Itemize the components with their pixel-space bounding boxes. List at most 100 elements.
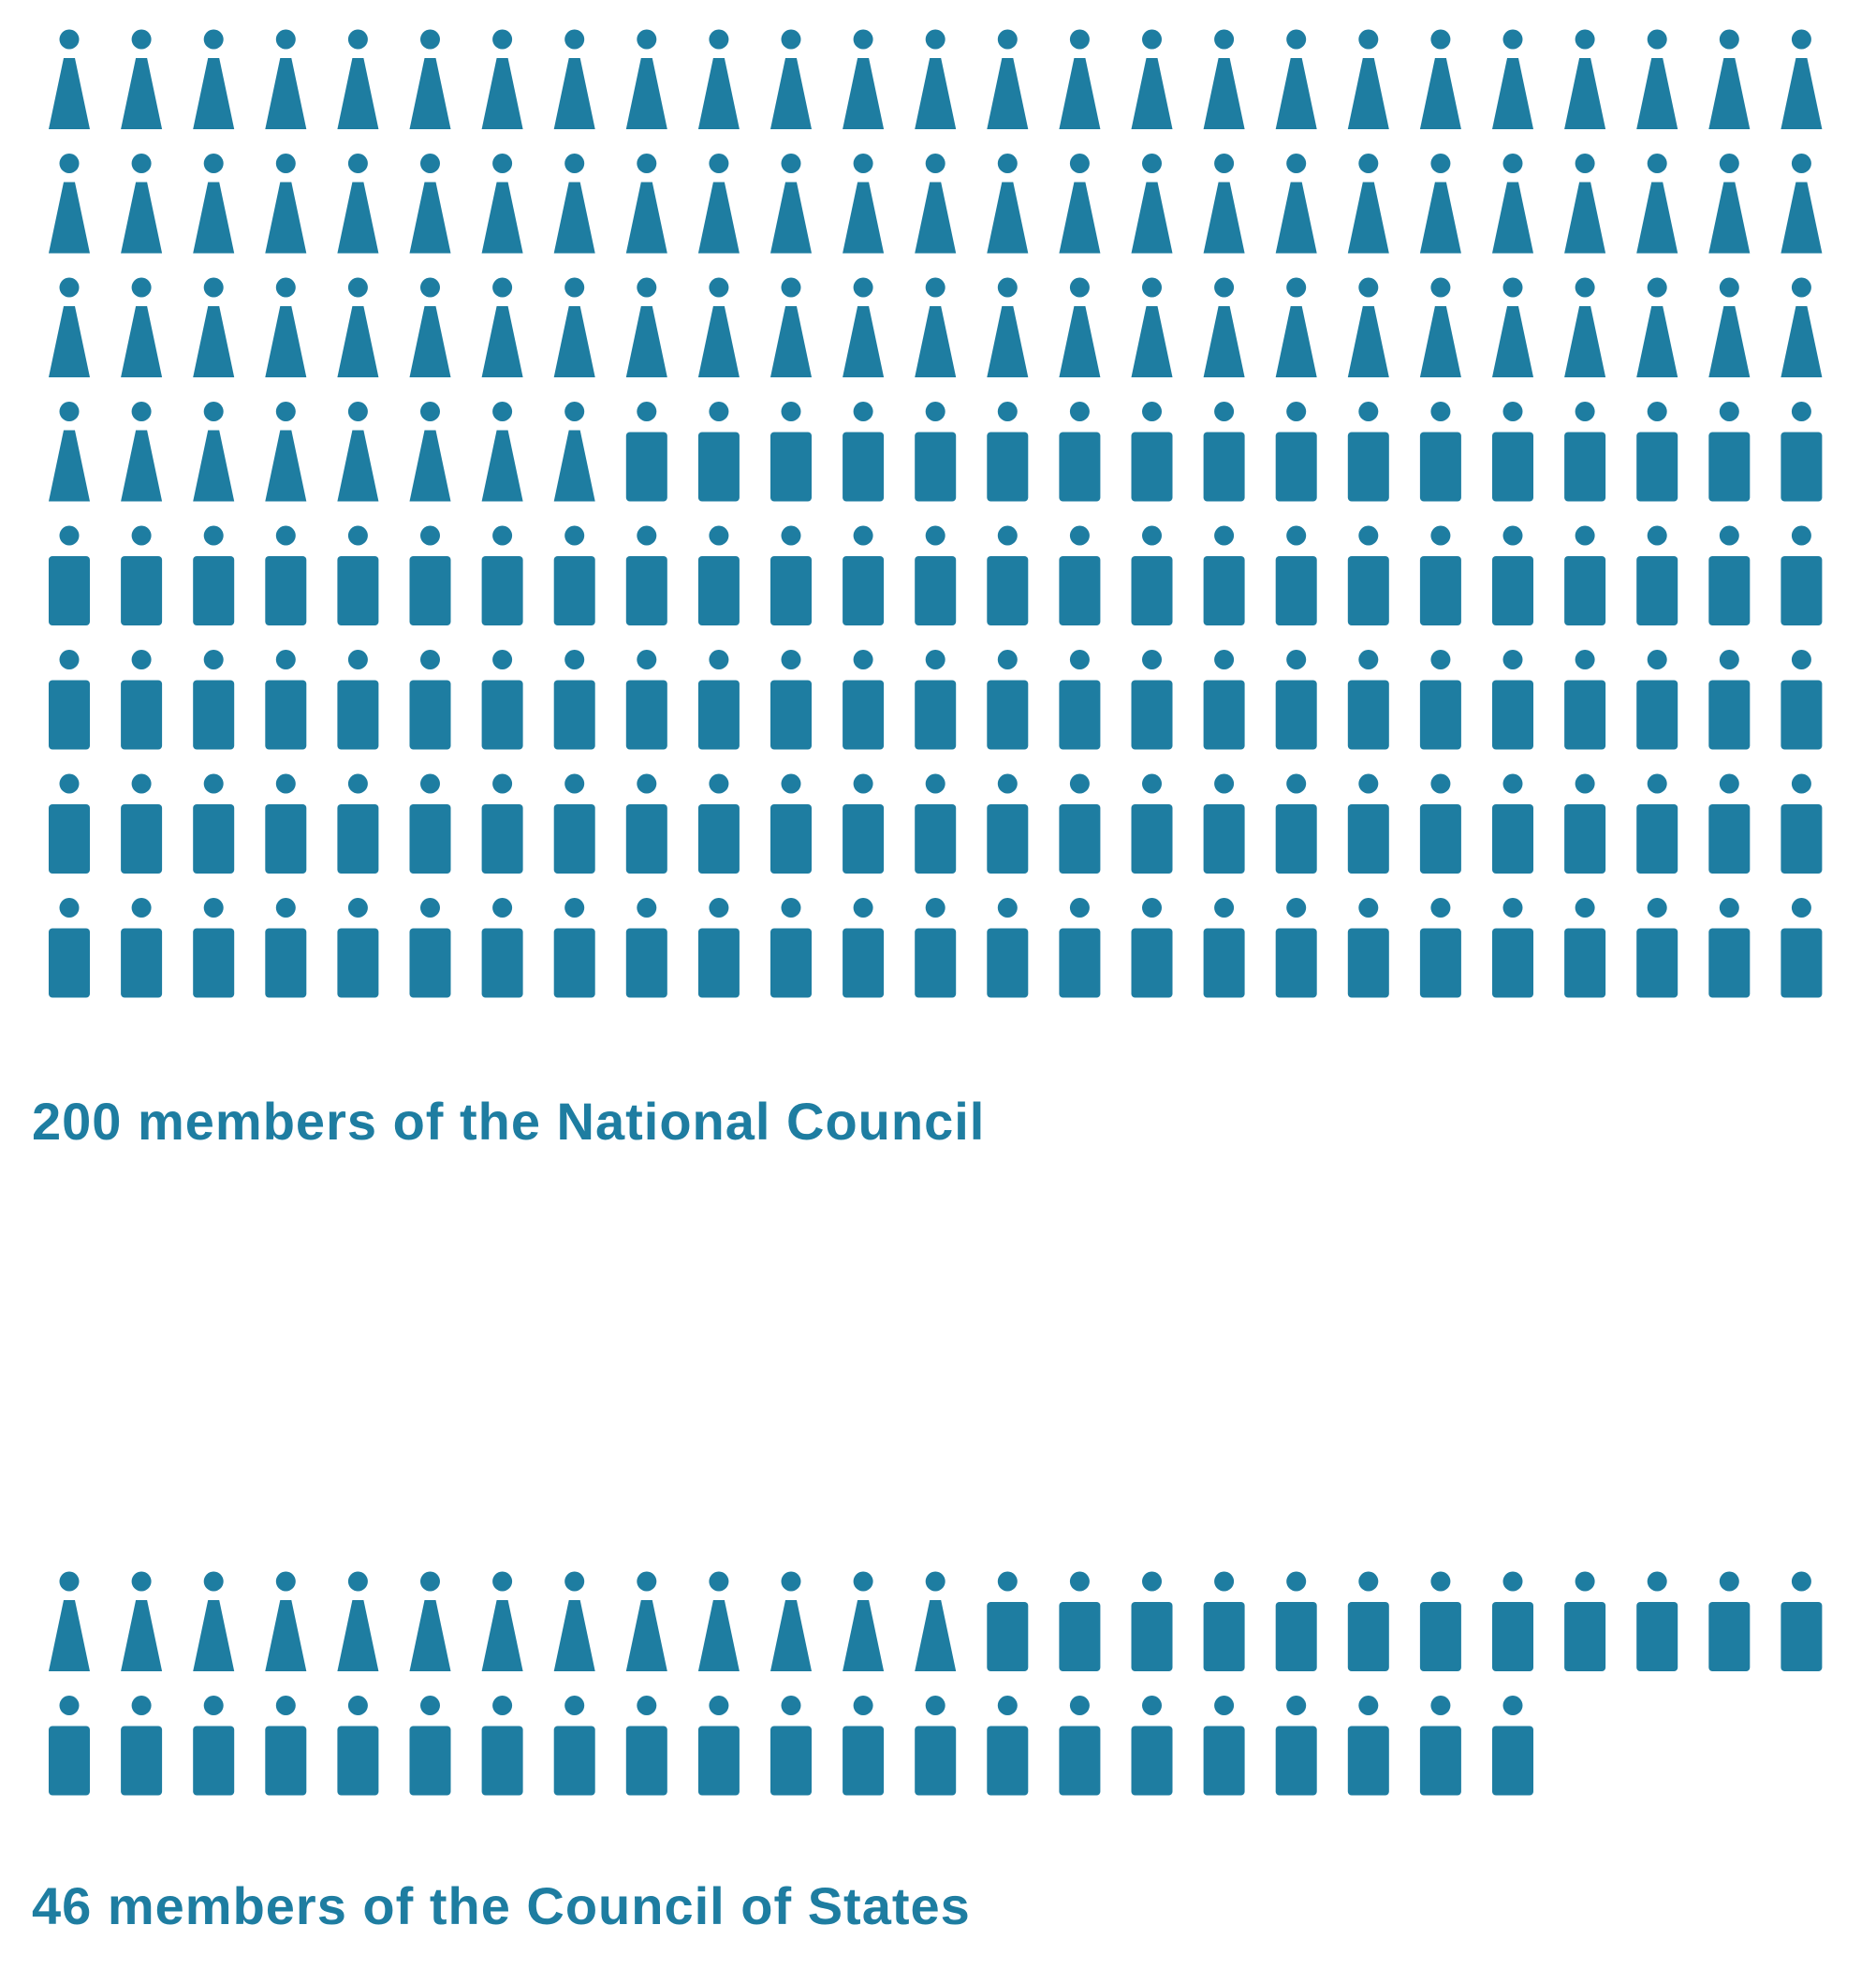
male-figure-icon bbox=[1781, 525, 1823, 625]
male-figure-icon bbox=[1492, 1696, 1533, 1796]
female-figure-icon bbox=[625, 154, 667, 254]
male-figure-icon bbox=[843, 1696, 885, 1796]
female-figure-icon bbox=[770, 1571, 812, 1671]
male-figure-icon bbox=[1636, 402, 1678, 502]
male-figure-icon bbox=[553, 525, 595, 625]
female-figure-icon bbox=[987, 277, 1029, 377]
female-figure-icon bbox=[1492, 277, 1533, 377]
male-figure-icon bbox=[1203, 402, 1245, 502]
male-figure-icon bbox=[1347, 1571, 1389, 1671]
female-figure-icon bbox=[1636, 29, 1678, 129]
female-figure-icon bbox=[1203, 29, 1245, 129]
male-figure-icon bbox=[409, 650, 451, 750]
female-figure-icon bbox=[1131, 154, 1173, 254]
female-figure-icon bbox=[1564, 154, 1606, 254]
male-figure-icon bbox=[1059, 1571, 1101, 1671]
male-figure-icon bbox=[1203, 1571, 1245, 1671]
male-figure-icon bbox=[987, 650, 1029, 750]
male-figure-icon bbox=[409, 898, 451, 998]
male-figure-icon bbox=[1131, 773, 1173, 874]
female-figure-icon bbox=[1347, 29, 1389, 129]
male-figure-icon bbox=[1347, 1696, 1389, 1796]
female-figure-icon bbox=[121, 29, 163, 129]
female-figure-icon bbox=[1203, 154, 1245, 254]
female-figure-icon bbox=[1059, 29, 1101, 129]
male-figure-icon bbox=[409, 525, 451, 625]
male-figure-icon bbox=[1347, 898, 1389, 998]
male-figure-icon bbox=[915, 402, 957, 502]
female-figure-icon bbox=[843, 154, 885, 254]
male-figure-icon bbox=[1347, 650, 1389, 750]
female-figure-icon bbox=[1564, 29, 1606, 129]
male-figure-icon bbox=[697, 898, 740, 998]
female-figure-icon bbox=[1708, 154, 1751, 254]
national-council-label: 200 members of the National Council bbox=[32, 1092, 986, 1151]
female-figure-icon bbox=[409, 154, 451, 254]
male-figure-icon bbox=[1419, 1571, 1461, 1671]
female-figure-icon bbox=[553, 154, 595, 254]
male-figure-icon bbox=[553, 1696, 595, 1796]
male-figure-icon bbox=[625, 773, 667, 874]
male-figure-icon bbox=[1564, 650, 1606, 750]
male-figure-icon bbox=[1781, 402, 1823, 502]
male-figure-icon bbox=[193, 525, 235, 625]
male-figure-icon bbox=[1203, 650, 1245, 750]
male-figure-icon bbox=[915, 525, 957, 625]
male-figure-icon bbox=[49, 773, 90, 874]
female-figure-icon bbox=[770, 154, 812, 254]
male-figure-icon bbox=[770, 898, 812, 998]
female-figure-icon bbox=[265, 29, 307, 129]
male-figure-icon bbox=[697, 650, 740, 750]
female-figure-icon bbox=[121, 154, 163, 254]
male-figure-icon bbox=[1781, 1571, 1823, 1671]
female-figure-icon bbox=[770, 277, 812, 377]
male-figure-icon bbox=[1492, 650, 1533, 750]
male-figure-icon bbox=[1347, 525, 1389, 625]
female-figure-icon bbox=[193, 29, 235, 129]
female-figure-icon bbox=[193, 154, 235, 254]
male-figure-icon bbox=[1419, 898, 1461, 998]
female-figure-icon bbox=[1275, 29, 1317, 129]
female-figure-icon bbox=[553, 29, 595, 129]
female-figure-icon bbox=[697, 29, 740, 129]
male-figure-icon bbox=[1203, 773, 1245, 874]
male-figure-icon bbox=[1131, 650, 1173, 750]
female-figure-icon bbox=[915, 29, 957, 129]
female-figure-icon bbox=[481, 1571, 523, 1671]
female-figure-icon bbox=[121, 277, 163, 377]
female-figure-icon bbox=[553, 1571, 595, 1671]
male-figure-icon bbox=[915, 773, 957, 874]
male-figure-icon bbox=[697, 525, 740, 625]
male-figure-icon bbox=[1781, 898, 1823, 998]
male-figure-icon bbox=[553, 773, 595, 874]
male-figure-icon bbox=[625, 650, 667, 750]
male-figure-icon bbox=[1419, 1696, 1461, 1796]
female-figure-icon bbox=[1564, 277, 1606, 377]
male-figure-icon bbox=[1131, 898, 1173, 998]
female-figure-icon bbox=[915, 1571, 957, 1671]
male-figure-icon bbox=[1564, 773, 1606, 874]
male-figure-icon bbox=[1275, 650, 1317, 750]
male-figure-icon bbox=[1636, 650, 1678, 750]
female-figure-icon bbox=[697, 277, 740, 377]
male-figure-icon bbox=[1059, 1696, 1101, 1796]
male-figure-icon bbox=[1347, 773, 1389, 874]
male-figure-icon bbox=[915, 650, 957, 750]
male-figure-icon bbox=[697, 402, 740, 502]
male-figure-icon bbox=[49, 1696, 90, 1796]
female-figure-icon bbox=[193, 277, 235, 377]
male-figure-icon bbox=[1636, 1571, 1678, 1671]
male-figure-icon bbox=[1492, 402, 1533, 502]
male-figure-icon bbox=[1636, 525, 1678, 625]
female-figure-icon bbox=[553, 277, 595, 377]
female-figure-icon bbox=[1347, 154, 1389, 254]
male-figure-icon bbox=[265, 1696, 307, 1796]
male-figure-icon bbox=[1275, 1696, 1317, 1796]
male-figure-icon bbox=[121, 525, 163, 625]
male-figure-icon bbox=[1059, 773, 1101, 874]
female-figure-icon bbox=[337, 29, 379, 129]
male-figure-icon bbox=[625, 898, 667, 998]
male-figure-icon bbox=[1781, 650, 1823, 750]
male-figure-icon bbox=[1564, 402, 1606, 502]
male-figure-icon bbox=[1636, 898, 1678, 998]
